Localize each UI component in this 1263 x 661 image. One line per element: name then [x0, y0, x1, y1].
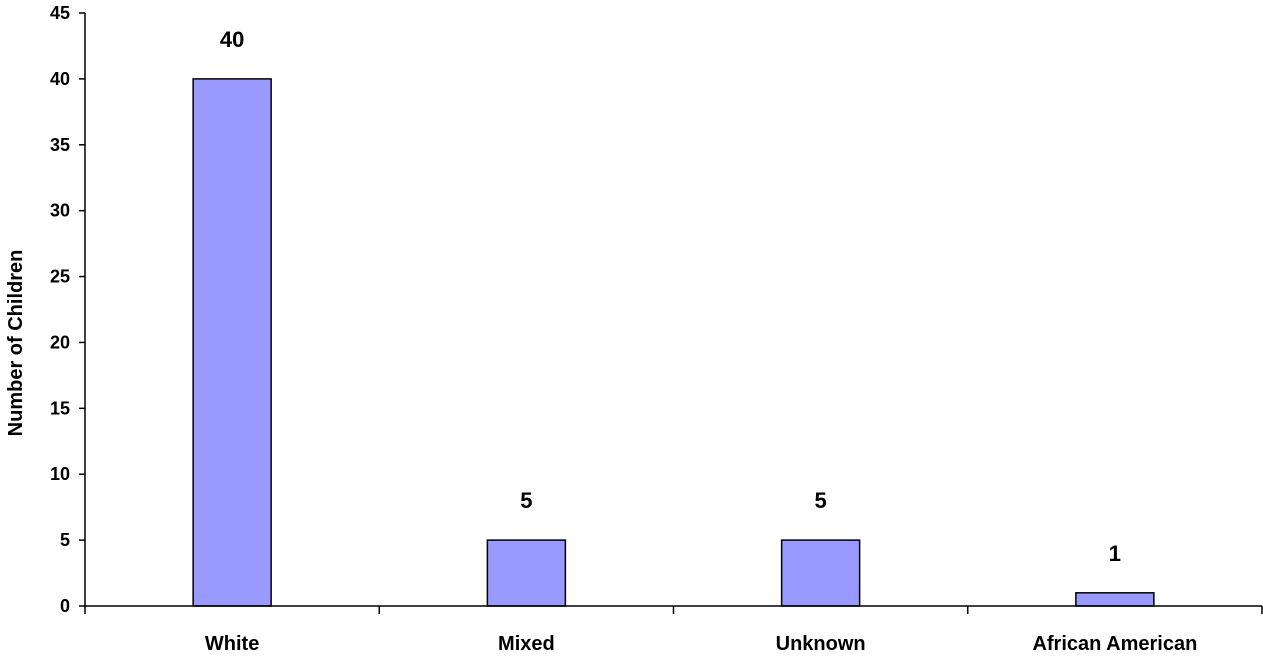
bar-mixed	[486, 539, 567, 607]
y-axis-ticks: 0 5 10 15 20 25 30 35 40 45	[50, 3, 85, 616]
y-tick-label: 15	[50, 398, 70, 418]
y-tick-label: 25	[50, 267, 70, 287]
y-tick-label: 20	[50, 332, 70, 352]
y-axis-title: Number of Children	[5, 250, 27, 437]
y-tick-label: 30	[50, 201, 70, 221]
data-label: 5	[815, 488, 827, 513]
bar-african-american	[1075, 592, 1155, 607]
y-tick-label: 35	[50, 135, 70, 155]
y-tick-label: 5	[60, 530, 70, 550]
data-label: 40	[220, 27, 244, 52]
data-labels: 40 5 5 1	[220, 27, 1121, 566]
x-axis-ticks: White Mixed Unknown African American	[84, 606, 1263, 655]
y-tick-label: 0	[60, 596, 70, 616]
bar-unknown	[780, 539, 861, 607]
x-category-label: White	[205, 633, 259, 655]
x-category-label: Mixed	[498, 633, 555, 655]
y-tick-label: 45	[50, 3, 70, 23]
x-category-label: African American	[1032, 633, 1197, 655]
bar-white	[192, 78, 272, 607]
data-label: 1	[1109, 541, 1121, 566]
bars	[192, 78, 1155, 607]
y-tick-label: 40	[50, 69, 70, 89]
x-category-label: Unknown	[776, 633, 866, 655]
data-label: 5	[520, 488, 532, 513]
y-tick-label: 10	[50, 464, 70, 484]
